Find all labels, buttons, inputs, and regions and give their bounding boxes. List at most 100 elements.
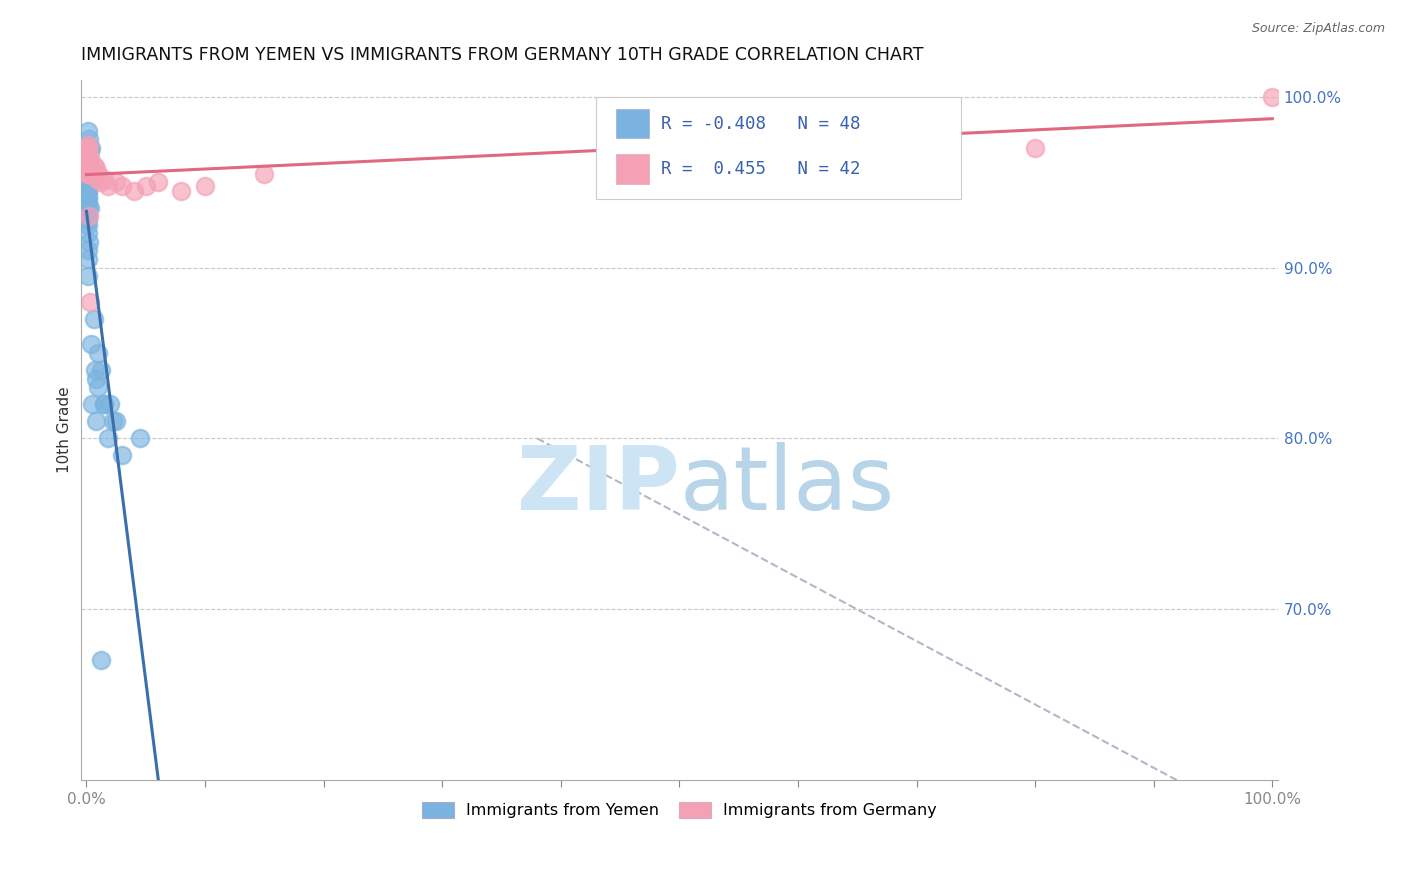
Point xyxy=(83,167,105,181)
Point xyxy=(77,161,100,176)
Point xyxy=(79,149,101,163)
Point xyxy=(77,175,100,189)
Point xyxy=(82,167,104,181)
Text: ZIP: ZIP xyxy=(516,442,679,529)
Text: Source: ZipAtlas.com: Source: ZipAtlas.com xyxy=(1251,22,1385,36)
FancyBboxPatch shape xyxy=(596,97,960,199)
Point xyxy=(170,184,193,198)
Point xyxy=(86,171,108,186)
Point xyxy=(77,235,100,249)
Point xyxy=(122,184,145,198)
Point xyxy=(76,209,98,223)
Point xyxy=(76,252,98,266)
Point xyxy=(77,175,100,189)
Y-axis label: 10th Grade: 10th Grade xyxy=(58,386,72,473)
Point xyxy=(84,414,107,428)
Text: atlas: atlas xyxy=(679,442,894,529)
Point xyxy=(98,397,121,411)
Point xyxy=(87,167,110,181)
FancyBboxPatch shape xyxy=(616,154,650,184)
Point xyxy=(76,192,98,206)
Point xyxy=(76,137,98,152)
Point xyxy=(128,431,150,445)
Point xyxy=(76,184,98,198)
Point xyxy=(84,161,107,176)
Point xyxy=(77,154,100,169)
Point xyxy=(77,167,100,181)
Point xyxy=(83,311,105,326)
Point xyxy=(90,653,112,667)
Point xyxy=(97,178,120,193)
Text: IMMIGRANTS FROM YEMEN VS IMMIGRANTS FROM GERMANY 10TH GRADE CORRELATION CHART: IMMIGRANTS FROM YEMEN VS IMMIGRANTS FROM… xyxy=(80,46,922,64)
Point xyxy=(76,161,98,176)
Point xyxy=(82,397,104,411)
Point xyxy=(76,153,98,167)
Point xyxy=(77,161,100,176)
Point xyxy=(97,431,120,445)
Point xyxy=(76,158,98,172)
Point xyxy=(83,158,105,172)
Point xyxy=(253,167,276,181)
Point xyxy=(76,149,98,163)
Point xyxy=(87,380,110,394)
Point xyxy=(77,167,100,181)
Point xyxy=(79,158,101,172)
Point xyxy=(80,337,103,351)
Point xyxy=(76,141,98,155)
Point xyxy=(76,141,98,155)
Point xyxy=(76,218,98,232)
Point xyxy=(105,414,128,428)
Point xyxy=(90,175,112,189)
Point xyxy=(76,158,98,172)
Point xyxy=(101,414,124,428)
Point xyxy=(76,171,98,186)
Point xyxy=(83,363,105,377)
Point xyxy=(77,209,100,223)
Point xyxy=(76,189,98,203)
Point xyxy=(111,449,134,463)
Point xyxy=(79,294,101,309)
Point xyxy=(79,158,101,172)
Point xyxy=(194,178,217,193)
Point xyxy=(79,201,101,215)
Point xyxy=(76,124,98,138)
Point xyxy=(76,201,98,215)
Point xyxy=(76,149,98,163)
Point xyxy=(77,158,100,172)
Point xyxy=(90,363,112,377)
Point xyxy=(93,397,115,411)
Legend: Immigrants from Yemen, Immigrants from Germany: Immigrants from Yemen, Immigrants from G… xyxy=(415,795,943,824)
Point xyxy=(87,346,110,360)
Point xyxy=(77,132,100,146)
Point xyxy=(80,161,103,176)
Point xyxy=(76,212,98,227)
Point xyxy=(80,141,103,155)
Point xyxy=(76,167,98,181)
Point xyxy=(1261,89,1284,103)
Point xyxy=(76,244,98,258)
FancyBboxPatch shape xyxy=(616,109,650,138)
Point xyxy=(93,397,115,411)
Point xyxy=(135,178,157,193)
Text: R = -0.408   N = 48: R = -0.408 N = 48 xyxy=(661,115,860,133)
Point xyxy=(77,141,100,155)
Point xyxy=(76,167,98,181)
Point xyxy=(76,227,98,241)
Text: R =  0.455   N = 42: R = 0.455 N = 42 xyxy=(661,161,860,178)
Point xyxy=(76,149,98,163)
Point xyxy=(76,149,98,163)
Point xyxy=(79,145,101,159)
Point xyxy=(111,178,134,193)
Point xyxy=(76,145,98,159)
Point xyxy=(76,269,98,284)
Point xyxy=(76,158,98,172)
Point xyxy=(76,184,98,198)
Point xyxy=(76,141,98,155)
Point xyxy=(76,195,98,210)
Point xyxy=(84,371,107,385)
Point xyxy=(76,167,98,181)
Point xyxy=(93,171,115,186)
Point xyxy=(1024,141,1046,155)
Point xyxy=(76,141,98,155)
Point xyxy=(105,175,128,189)
